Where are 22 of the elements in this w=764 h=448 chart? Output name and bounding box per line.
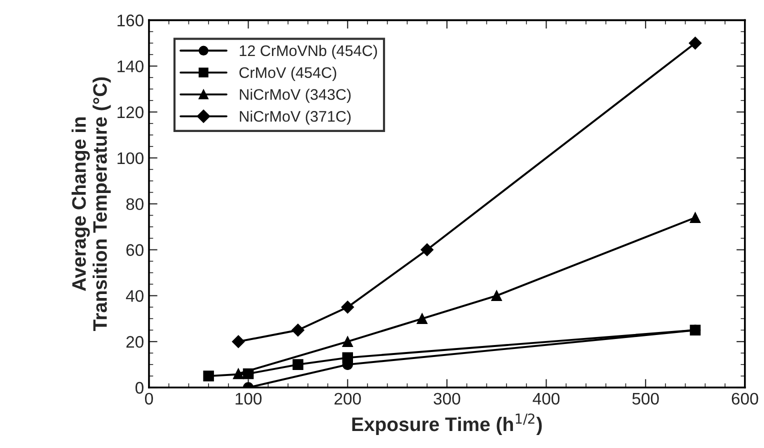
legend-label: CrMoV (454C) xyxy=(239,66,336,82)
x-tick-label: 300 xyxy=(434,392,460,405)
x-tick-label: 100 xyxy=(236,392,262,405)
y-tick-label: 120 xyxy=(118,106,144,118)
x-tick-label: 400 xyxy=(532,392,560,405)
y-tick-label: 20 xyxy=(126,336,144,348)
x-tick-label: 600 xyxy=(732,392,758,405)
legend-label: 12 CrMoVNb (454C) xyxy=(240,44,377,60)
y-tick-label: 80 xyxy=(126,198,144,210)
x-tick-label: 200 xyxy=(334,392,361,405)
x-tick-label: 500 xyxy=(632,392,659,405)
y-tick-label: 60 xyxy=(126,244,144,256)
y-tick-label: 0 xyxy=(136,382,144,394)
y-tick-label: 40 xyxy=(126,290,144,302)
x-tick-label: 0 xyxy=(144,392,153,405)
y-tick-label: 160 xyxy=(118,14,144,26)
legend-label: NiCrMoV (343C) xyxy=(240,88,351,103)
y-tick-label: 100 xyxy=(118,152,144,164)
y-axis-title: Average Change in Transition Temperature (°C) xyxy=(72,77,111,332)
x-axis-title: Exposure Time (h$^{1/2}$) xyxy=(352,413,542,436)
y-tick-label: 140 xyxy=(118,60,144,72)
legend-label: NiCrMoV (371C) xyxy=(240,110,351,125)
